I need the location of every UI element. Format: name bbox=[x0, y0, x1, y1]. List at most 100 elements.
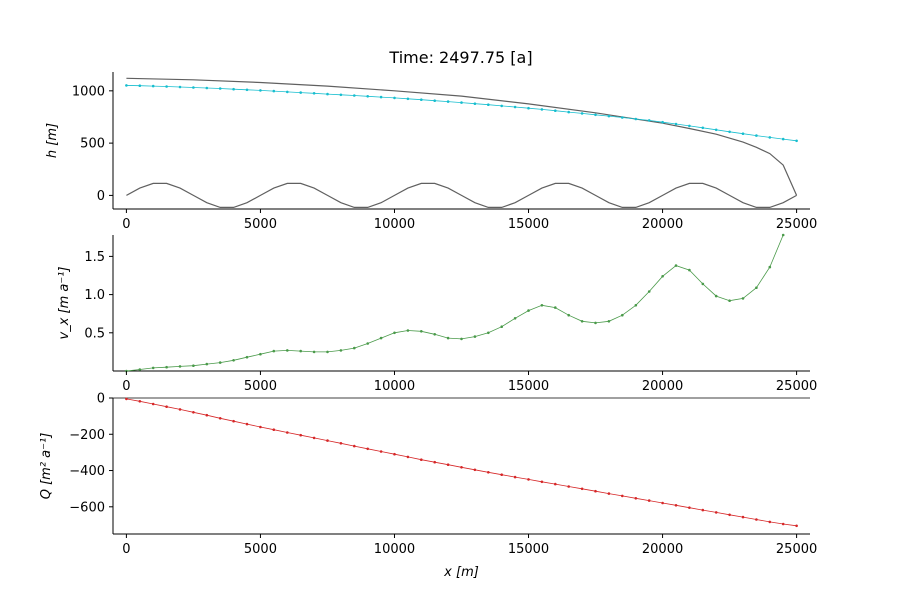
data-point-flux bbox=[138, 400, 142, 403]
series-line-particles bbox=[126, 85, 797, 142]
data-point-velocity bbox=[540, 304, 544, 307]
data-point-particles bbox=[540, 108, 544, 111]
data-point-particles bbox=[192, 86, 195, 89]
data-point-particles bbox=[178, 85, 182, 89]
data-point-particles bbox=[714, 128, 718, 132]
data-point-flux bbox=[460, 466, 463, 469]
x-tick-label: 25000 bbox=[776, 217, 817, 232]
data-point-flux bbox=[513, 475, 517, 479]
data-point-flux bbox=[339, 442, 343, 445]
data-point-particles bbox=[647, 119, 651, 122]
data-point-particles bbox=[513, 105, 517, 109]
data-point-velocity bbox=[473, 335, 477, 338]
data-point-particles bbox=[218, 87, 222, 90]
data-point-flux bbox=[741, 515, 745, 519]
data-point-particles bbox=[312, 92, 316, 95]
data-point-velocity bbox=[393, 331, 396, 335]
data-point-velocity bbox=[326, 350, 329, 354]
data-point-velocity bbox=[366, 342, 370, 345]
data-point-particles bbox=[326, 92, 329, 96]
data-point-particles bbox=[701, 126, 705, 130]
data-point-velocity bbox=[500, 325, 504, 329]
series-line-surface bbox=[126, 77, 798, 196]
data-point-particles bbox=[165, 85, 168, 88]
data-point-velocity bbox=[205, 362, 209, 366]
data-point-velocity bbox=[178, 365, 182, 368]
x-tick-label: 10000 bbox=[374, 542, 415, 557]
data-point-velocity bbox=[218, 361, 222, 364]
data-point-flux bbox=[353, 444, 356, 448]
x-tick-label: 20000 bbox=[642, 542, 683, 557]
data-point-velocity bbox=[339, 349, 343, 352]
y-axis-label: Q [m² a⁻¹] bbox=[39, 433, 54, 500]
data-point-particles bbox=[487, 103, 490, 106]
data-point-flux bbox=[218, 417, 222, 420]
data-point-velocity bbox=[232, 359, 235, 362]
data-point-velocity bbox=[460, 337, 463, 341]
data-point-flux bbox=[446, 463, 450, 467]
data-point-particles bbox=[473, 102, 477, 105]
data-point-flux bbox=[674, 504, 678, 507]
y-tick-label: 0.5 bbox=[84, 326, 105, 341]
data-point-flux bbox=[433, 460, 437, 464]
data-point-velocity bbox=[312, 350, 316, 354]
data-point-velocity bbox=[487, 331, 490, 335]
data-point-flux bbox=[647, 499, 651, 502]
y-tick-label: −200 bbox=[69, 428, 105, 443]
data-point-velocity bbox=[594, 321, 597, 325]
data-point-velocity bbox=[701, 282, 705, 286]
data-point-particles bbox=[634, 117, 638, 121]
data-point-flux bbox=[379, 450, 383, 453]
data-point-flux bbox=[714, 511, 718, 514]
data-point-particles bbox=[621, 116, 624, 119]
x-tick-label: 25000 bbox=[776, 542, 817, 557]
data-point-velocity bbox=[661, 275, 664, 278]
data-point-particles bbox=[393, 96, 396, 100]
data-point-particles bbox=[379, 95, 383, 99]
y-tick-label: 500 bbox=[80, 137, 105, 152]
data-point-flux bbox=[420, 458, 423, 462]
data-point-flux bbox=[245, 422, 249, 426]
data-point-particles bbox=[232, 87, 235, 91]
data-point-particles bbox=[339, 93, 343, 97]
data-point-velocity bbox=[741, 297, 745, 300]
data-point-particles bbox=[741, 132, 745, 135]
data-point-velocity bbox=[433, 333, 437, 336]
data-point-velocity bbox=[714, 294, 718, 298]
data-point-particles bbox=[781, 137, 785, 141]
panel-flux: 0 5000 10000 15000 20000 25000 0 −200 −400 −600 Q … bbox=[39, 392, 817, 581]
data-point-velocity bbox=[674, 264, 678, 267]
data-point-flux bbox=[272, 428, 276, 432]
data-point-flux bbox=[259, 425, 262, 429]
data-point-velocity bbox=[138, 368, 142, 371]
x-tick-label: 15000 bbox=[508, 217, 549, 232]
x-tick-label: 25000 bbox=[776, 379, 817, 394]
series-line-velocity bbox=[126, 234, 784, 372]
data-point-flux bbox=[527, 478, 530, 481]
data-point-particles bbox=[205, 86, 209, 90]
x-tick-label: 0 bbox=[122, 217, 130, 232]
data-point-flux bbox=[701, 508, 705, 512]
data-point-particles bbox=[527, 106, 530, 110]
data-point-flux bbox=[621, 494, 624, 498]
data-point-velocity bbox=[728, 299, 731, 303]
data-point-velocity bbox=[634, 304, 638, 307]
data-point-flux bbox=[594, 489, 597, 493]
x-tick-label: 0 bbox=[122, 542, 130, 557]
data-point-particles bbox=[594, 113, 597, 117]
x-tick-label: 10000 bbox=[374, 217, 415, 232]
y-tick-label: 1.0 bbox=[84, 288, 105, 303]
data-point-particles bbox=[728, 130, 731, 134]
data-point-flux bbox=[500, 473, 504, 477]
x-tick-label: 0 bbox=[122, 379, 130, 394]
data-point-flux bbox=[312, 436, 316, 440]
data-point-flux bbox=[366, 447, 370, 451]
data-point-flux bbox=[781, 522, 785, 526]
data-point-flux bbox=[554, 482, 557, 486]
data-point-velocity bbox=[245, 355, 249, 359]
data-point-flux bbox=[473, 468, 477, 472]
data-point-velocity bbox=[554, 306, 557, 309]
data-point-velocity bbox=[259, 352, 262, 356]
data-point-velocity bbox=[286, 349, 289, 352]
